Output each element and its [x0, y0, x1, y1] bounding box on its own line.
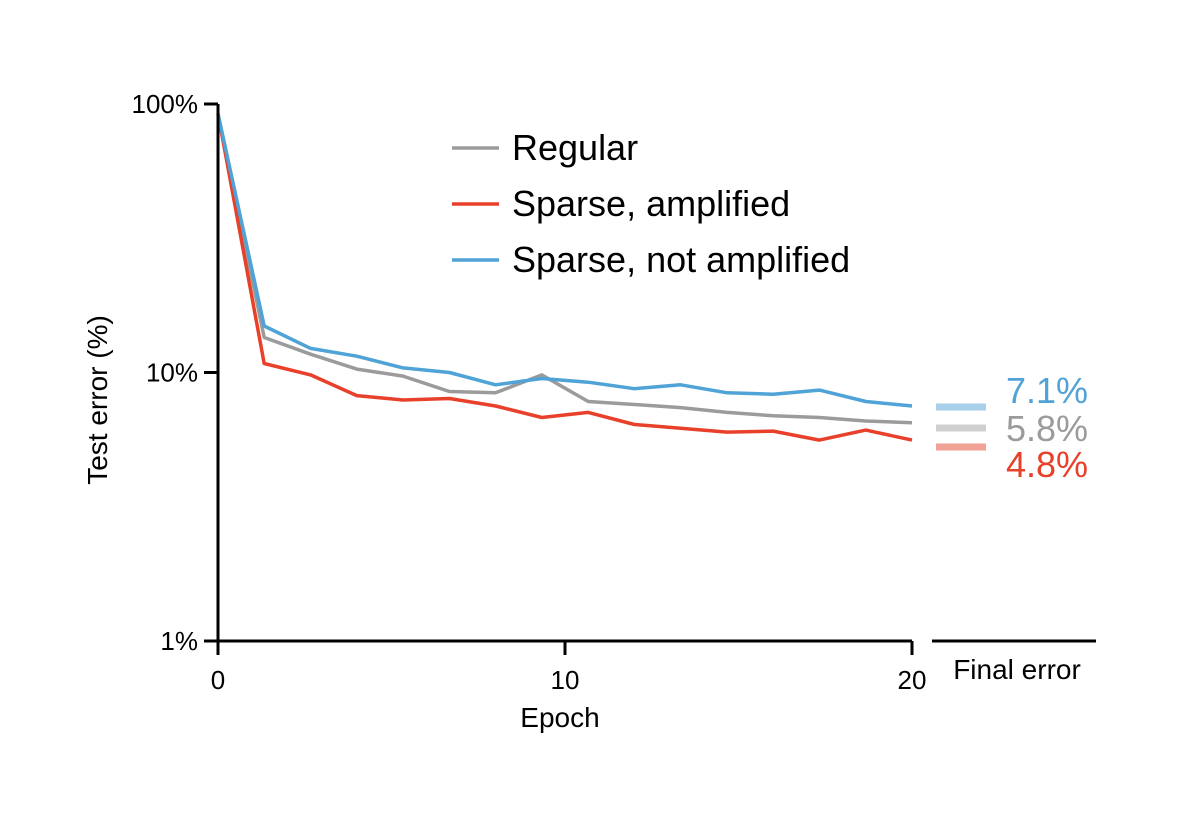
series-line — [216, 113, 913, 425]
x-tick-label: 0 — [211, 665, 225, 695]
series-layer — [216, 113, 913, 442]
series-line — [216, 113, 913, 442]
legend-label: Sparse, amplified — [512, 183, 790, 224]
y-tick-label: 100% — [132, 89, 199, 119]
x-tick-label: 20 — [898, 665, 927, 695]
x-tick-label: 10 — [551, 665, 580, 695]
series-line — [216, 113, 913, 408]
y-tick-label: 1% — [160, 626, 198, 656]
legend-label: Sparse, not amplified — [512, 239, 850, 280]
y-axis-label: Test error (%) — [82, 315, 113, 485]
final-error-axis-label: Final error — [953, 654, 1081, 685]
y-tick-label: 10% — [146, 358, 198, 388]
final-error-value: 7.1% — [1006, 370, 1088, 411]
x-axis-label: Epoch — [520, 702, 599, 733]
final-error-value: 4.8% — [1006, 444, 1088, 485]
legend-label: Regular — [512, 127, 638, 168]
legend: Regular Sparse, amplified Sparse, not ampl… — [452, 127, 850, 280]
final-error-value: 5.8% — [1006, 408, 1088, 449]
ticks-layer: 1% 10% 100% 0 10 20 — [132, 89, 927, 695]
final-error-panel: Final error 7.1%5.8%4.8% — [932, 370, 1096, 685]
